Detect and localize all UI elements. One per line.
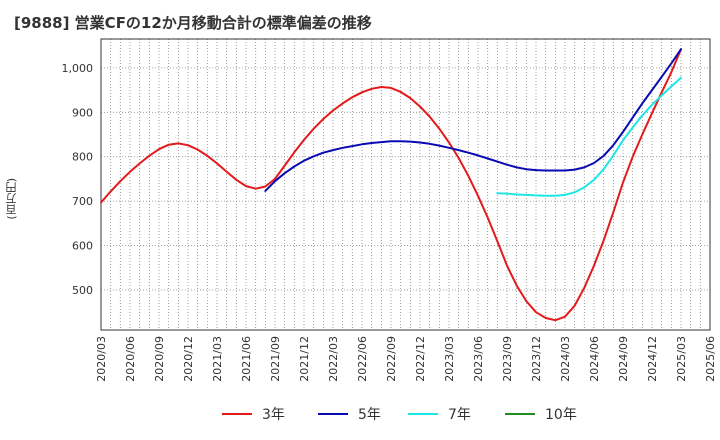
x-tick-label: 2020/09 [153, 336, 166, 382]
x-tick-label: 2021/12 [298, 336, 311, 382]
x-tick-label: 2020/06 [124, 336, 137, 382]
legend: 3年 5年 7年 10年 [222, 407, 577, 423]
x-tick-label: 2022/06 [356, 336, 369, 382]
y-tick-label: 600 [72, 240, 93, 253]
x-tick-label: 2022/09 [385, 336, 398, 382]
series-line-7年 [496, 76, 682, 197]
x-tick-label: 2023/09 [501, 336, 514, 382]
chart-title: [9888] 営業CFの12か月移動合計の標準偏差の推移 [14, 14, 372, 32]
x-tick-label: 2025/06 [704, 336, 717, 382]
y-tick-label: 1,000 [62, 62, 94, 75]
x-tick-label: 2021/03 [211, 336, 224, 382]
x-tick-label: 2020/03 [95, 336, 108, 382]
x-tick-label: 2020/12 [182, 336, 195, 382]
x-tick-label: 2024/12 [646, 336, 659, 382]
legend-label-5年: 5年 [358, 407, 381, 423]
legend-label-10年: 10年 [545, 407, 577, 423]
y-tick-label: 900 [72, 106, 93, 119]
x-tick-labels: 2020/03 2020/06 2020/09 2020/12 2021/03 2021/… [95, 336, 717, 382]
plot-frame [100, 38, 711, 331]
series-line-3年 [100, 48, 682, 322]
legend-label-3年: 3年 [262, 407, 285, 423]
x-tick-label: 2023/03 [443, 336, 456, 382]
x-tick-label: 2022/03 [327, 336, 340, 382]
y-tick-label: 500 [72, 284, 93, 297]
x-tick-label: 2024/03 [559, 336, 572, 382]
x-tick-label: 2022/12 [414, 336, 427, 382]
x-tick-label: 2021/09 [269, 336, 282, 382]
y-tick-labels: 500 600 700 800 900 1,000 [62, 62, 94, 297]
x-tick-label: 2025/03 [675, 336, 688, 382]
legend-label-7年: 7年 [448, 407, 471, 423]
series-layer [100, 48, 682, 322]
x-tick-label: 2024/09 [617, 336, 630, 382]
y-tick-label: 800 [72, 151, 93, 164]
x-tick-label: 2023/06 [472, 336, 485, 382]
y-tick-label: 700 [72, 195, 93, 208]
x-tick-label: 2021/06 [240, 336, 253, 382]
grid-lines [100, 39, 711, 330]
x-tick-label: 2023/12 [530, 336, 543, 382]
x-tick-label: 2024/06 [588, 336, 601, 382]
series-line-5年 [264, 48, 682, 192]
